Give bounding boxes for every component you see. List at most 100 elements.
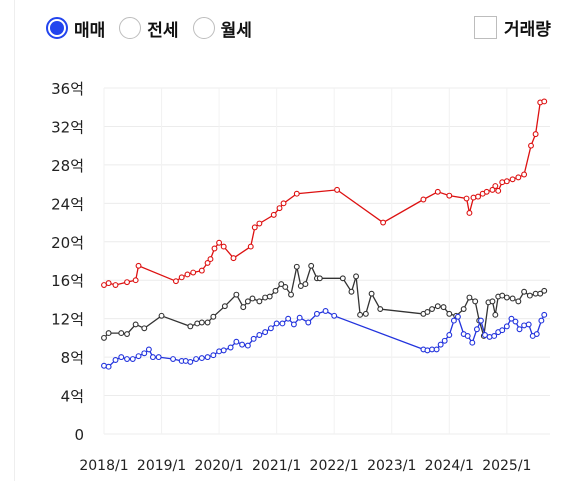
data-point[interactable] — [528, 142, 534, 149]
data-point[interactable] — [244, 342, 251, 349]
data-point[interactable] — [446, 310, 453, 317]
data-point[interactable] — [508, 315, 515, 322]
data-point[interactable] — [472, 298, 479, 305]
data-point[interactable] — [233, 338, 240, 345]
radio-jeonse[interactable]: 전세 — [119, 16, 179, 41]
data-point[interactable] — [526, 292, 533, 299]
data-point[interactable] — [503, 294, 510, 301]
data-point[interactable] — [105, 330, 112, 337]
data-point[interactable] — [446, 332, 453, 338]
data-point[interactable] — [101, 334, 107, 341]
data-point[interactable] — [198, 319, 205, 326]
radio-sale-label[interactable]: 매매 — [74, 20, 106, 41]
data-point[interactable] — [469, 339, 476, 346]
data-point[interactable] — [477, 317, 484, 324]
data-point[interactable] — [155, 354, 162, 361]
data-point[interactable] — [288, 291, 294, 298]
data-point[interactable] — [331, 312, 338, 319]
data-point[interactable] — [124, 356, 130, 362]
data-point[interactable] — [132, 277, 139, 284]
data-point[interactable] — [266, 293, 273, 300]
data-point[interactable] — [503, 178, 510, 185]
data-point[interactable] — [101, 362, 107, 369]
data-point[interactable] — [483, 188, 490, 195]
data-point[interactable] — [280, 200, 287, 207]
data-point[interactable] — [499, 179, 506, 186]
data-point[interactable] — [204, 259, 211, 266]
data-point[interactable] — [437, 341, 444, 348]
data-point[interactable] — [194, 320, 201, 327]
data-point[interactable] — [450, 317, 457, 324]
data-point[interactable] — [293, 263, 300, 270]
data-point[interactable] — [262, 294, 269, 301]
data-point[interactable] — [532, 131, 539, 138]
data-point[interactable] — [244, 298, 251, 305]
data-point[interactable] — [509, 295, 516, 302]
data-point[interactable] — [182, 358, 189, 364]
data-point[interactable] — [272, 287, 279, 294]
data-point[interactable] — [503, 323, 510, 330]
data-point[interactable] — [249, 295, 256, 302]
radio-monthly-rent-circle-icon[interactable] — [192, 17, 215, 39]
data-point[interactable] — [525, 321, 532, 328]
data-point[interactable] — [512, 318, 519, 325]
data-point[interactable] — [145, 346, 152, 353]
data-point[interactable] — [308, 262, 315, 269]
data-point[interactable] — [221, 303, 228, 310]
data-point[interactable] — [454, 313, 461, 320]
data-point[interactable] — [141, 350, 148, 357]
data-point[interactable] — [184, 271, 191, 278]
data-point[interactable] — [362, 310, 369, 317]
data-point[interactable] — [187, 323, 194, 330]
data-point[interactable] — [230, 255, 237, 262]
data-point[interactable] — [198, 267, 205, 274]
data-point[interactable] — [446, 192, 453, 199]
data-point[interactable] — [105, 280, 112, 287]
radio-jeonse-circle-icon[interactable] — [119, 17, 142, 39]
data-point[interactable] — [466, 209, 473, 216]
data-point[interactable] — [339, 275, 346, 282]
data-point[interactable] — [495, 187, 502, 194]
data-point[interactable] — [118, 354, 125, 361]
data-point[interactable] — [353, 273, 360, 280]
data-point[interactable] — [492, 183, 499, 189]
data-point[interactable] — [357, 311, 364, 318]
data-point[interactable] — [158, 312, 165, 319]
data-point[interactable] — [135, 353, 142, 360]
data-point[interactable] — [541, 98, 548, 105]
data-point[interactable] — [316, 275, 323, 282]
data-point[interactable] — [270, 211, 277, 218]
radio-monthly-rent-label[interactable]: 월세 — [220, 20, 252, 41]
data-point[interactable] — [273, 320, 280, 327]
data-point[interactable] — [285, 315, 292, 322]
data-point[interactable] — [486, 333, 493, 340]
data-point[interactable] — [434, 303, 441, 310]
data-point[interactable] — [302, 281, 309, 288]
data-point[interactable] — [256, 298, 263, 305]
data-point[interactable] — [464, 333, 471, 339]
data-point[interactable] — [429, 306, 435, 313]
data-point[interactable] — [204, 319, 211, 326]
data-point[interactable] — [348, 288, 355, 295]
data-point[interactable] — [515, 298, 522, 305]
data-point[interactable] — [220, 347, 227, 354]
data-point[interactable] — [541, 287, 548, 294]
data-point[interactable] — [460, 306, 467, 313]
data-point[interactable] — [420, 196, 427, 203]
data-point[interactable] — [216, 239, 223, 246]
data-point[interactable] — [424, 347, 431, 354]
data-point[interactable] — [516, 326, 523, 333]
data-point[interactable] — [538, 317, 545, 324]
data-point[interactable] — [380, 219, 387, 226]
data-point[interactable] — [368, 290, 375, 297]
data-point[interactable] — [112, 357, 119, 363]
data-point[interactable] — [198, 355, 205, 362]
radio-monthly-rent[interactable]: 월세 — [192, 16, 252, 41]
radio-jeonse-label[interactable]: 전세 — [147, 20, 179, 41]
data-point[interactable] — [282, 284, 289, 290]
data-point[interactable] — [475, 193, 482, 200]
data-point[interactable] — [204, 354, 211, 361]
data-point[interactable] — [141, 325, 148, 332]
data-point[interactable] — [305, 319, 312, 326]
data-point[interactable] — [521, 322, 528, 329]
